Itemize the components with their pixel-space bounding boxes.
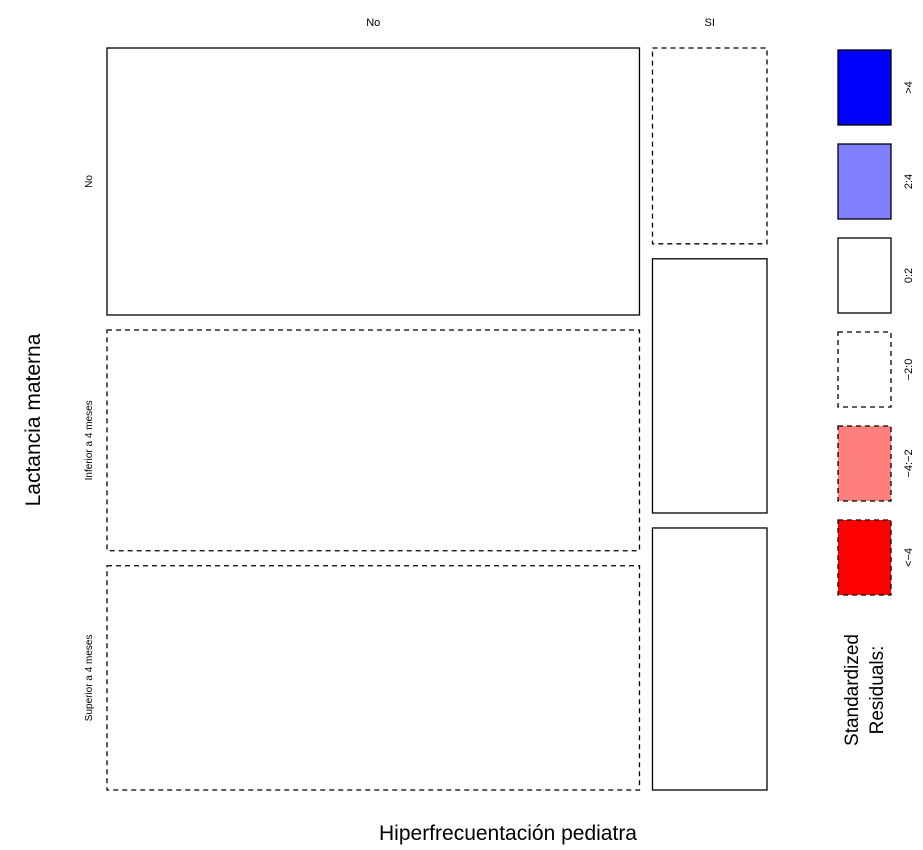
legend-title-line-1: Residuals: bbox=[867, 646, 888, 735]
legend-swatch-1 bbox=[838, 144, 891, 219]
residual-legend: >4 2:4 0:2 −2:0 −4:−2 <−4 Standardized Residual… bbox=[838, 50, 915, 746]
legend-swatch-0 bbox=[838, 50, 891, 125]
legend-label-2: 0:2 bbox=[903, 268, 915, 283]
legend-title-line-0: Standardized bbox=[842, 634, 863, 746]
row-label-0: No bbox=[84, 175, 95, 188]
column-label-si: SI bbox=[705, 17, 715, 29]
mosaic-cell-si-1 bbox=[652, 259, 767, 513]
legend-swatch-5 bbox=[838, 520, 891, 595]
mosaic-cell-si-2 bbox=[652, 528, 767, 790]
legend-label-3: −2:0 bbox=[903, 359, 915, 381]
mosaic-cell-si-0 bbox=[652, 48, 767, 244]
legend-swatch-3 bbox=[838, 332, 891, 407]
legend-label-4: −4:−2 bbox=[903, 449, 915, 477]
row-label-1: Inferior a 4 meses bbox=[84, 400, 95, 480]
legend-label-0: >4 bbox=[903, 81, 915, 94]
y-axis-label: Lactancia materna bbox=[22, 333, 45, 506]
legend-swatch-2 bbox=[838, 238, 891, 313]
mosaic-cell-no-2 bbox=[107, 566, 639, 790]
mosaic-cell-no-1 bbox=[107, 330, 639, 551]
row-label-2: Superior a 4 meses bbox=[84, 635, 95, 722]
mosaic-cell-no-0 bbox=[107, 48, 639, 315]
mosaic-cells: No No Inferior a 4 meses Superior a 4 meses… bbox=[84, 17, 767, 790]
column-label-no: No bbox=[366, 17, 380, 29]
legend-label-5: <−4 bbox=[903, 548, 915, 567]
x-axis-label: Hiperfrecuentación pediatra bbox=[379, 822, 637, 845]
legend-swatch-4 bbox=[838, 426, 891, 501]
legend-label-1: 2:4 bbox=[903, 174, 915, 189]
